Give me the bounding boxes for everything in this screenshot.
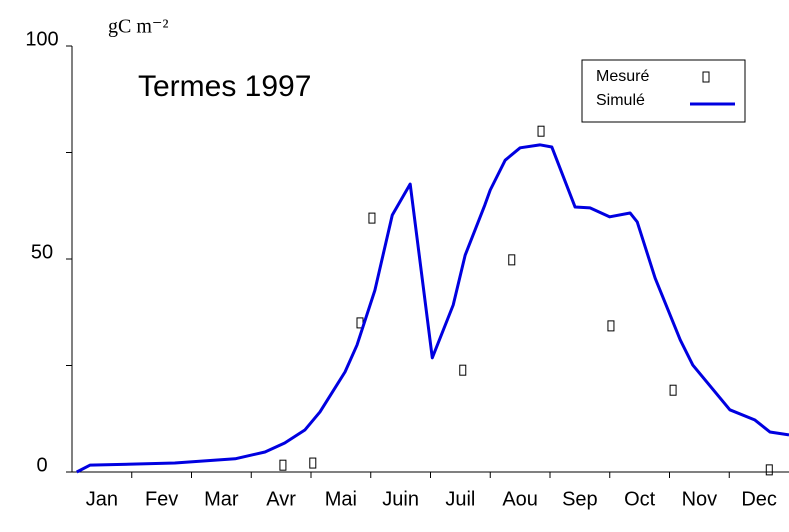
data-point — [508, 254, 516, 266]
x-tick-label: Dec — [741, 488, 777, 510]
data-point — [669, 384, 677, 396]
y-tick-label: 100 — [25, 28, 58, 50]
x-tick-label: Juil — [445, 488, 475, 510]
data-point — [537, 125, 545, 137]
data-point — [607, 320, 615, 332]
legend-label: Simulé — [596, 92, 645, 109]
data-point — [309, 457, 317, 469]
data-point — [368, 212, 376, 224]
legend-marker — [702, 71, 710, 83]
x-tick-label: Sep — [562, 488, 598, 510]
data-point — [765, 464, 773, 476]
x-tick-label: Nov — [682, 488, 718, 510]
y-tick-label: 0 — [36, 454, 47, 476]
legend-label: Mesuré — [596, 68, 649, 85]
chart-title: Termes 1997 — [138, 70, 311, 103]
x-tick-label: Mar — [204, 488, 239, 510]
legend-box — [581, 59, 746, 123]
data-point — [279, 459, 287, 471]
x-tick-label: Jan — [86, 488, 118, 510]
x-tick-label: Juin — [382, 488, 419, 510]
x-tick-label: Avr — [266, 488, 296, 510]
x-tick-label: Fev — [145, 488, 178, 510]
x-tick-label: Mai — [325, 488, 357, 510]
y-axis-unit: gC m⁻² — [108, 16, 168, 38]
y-tick-label: 50 — [31, 241, 53, 263]
x-tick-label: Oct — [624, 488, 656, 510]
data-point — [459, 364, 467, 376]
x-tick-label: Aou — [502, 488, 538, 510]
data-line — [76, 143, 789, 474]
